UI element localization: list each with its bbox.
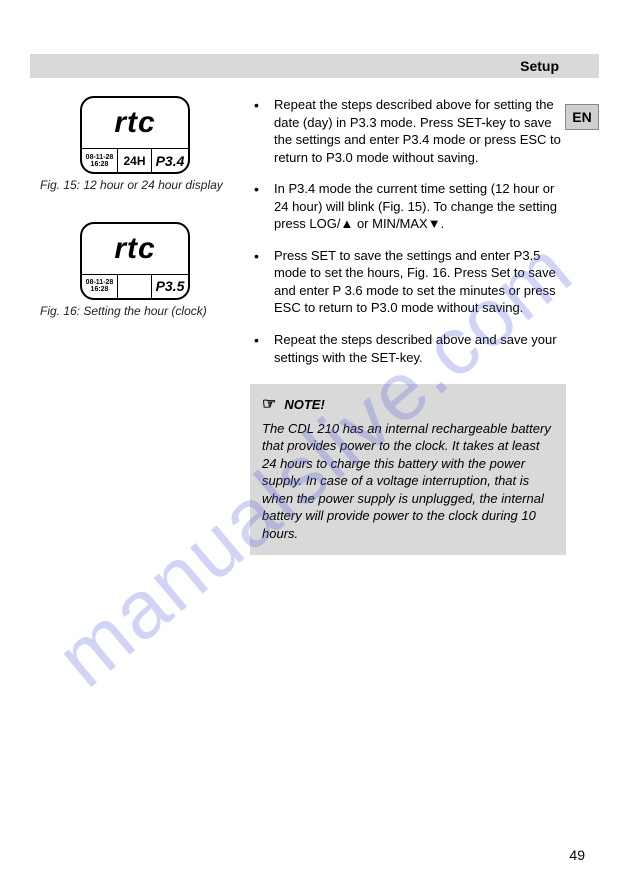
lcd-empty-cell [118,275,152,298]
figure-15: rtc 08-11-28 16:28 24H P3.4 Fig. 15: 12 … [40,96,230,194]
note-icon: ☞ [262,394,276,416]
right-column: Repeat the steps described above for set… [250,96,566,555]
note-label: NOTE! [284,396,324,414]
page-number: 49 [569,847,585,863]
note-box: ☞ NOTE! The CDL 210 has an internal rech… [250,384,566,554]
language-label: EN [572,109,591,125]
figure-16: rtc 08-11-28 16:28 P3.5 Fig. 16: Setting… [40,222,230,320]
lcd-hourmode-cell: 24H [118,149,152,172]
instruction-list: Repeat the steps described above for set… [250,96,566,366]
figure-16-caption: Fig. 16: Setting the hour (clock) [40,304,230,320]
list-item: In P3.4 mode the current time setting (1… [250,180,566,233]
header-title: Setup [520,58,559,74]
lcd-mode-cell: P3.4 [152,149,188,172]
header-bar: Setup [30,54,599,78]
lcd-mode-cell: P3.5 [152,275,188,298]
note-body: The CDL 210 has an internal rechargeable… [262,420,554,543]
language-badge: EN [565,104,599,130]
left-column: rtc 08-11-28 16:28 24H P3.4 Fig. 15: 12 … [40,96,230,347]
list-item: Repeat the steps described above for set… [250,96,566,166]
list-item: Press SET to save the settings and enter… [250,247,566,317]
figure-15-lcd: rtc 08-11-28 16:28 24H P3.4 [75,96,195,174]
lcd-main-text: rtc [82,98,188,148]
list-item: Repeat the steps described above and sav… [250,331,566,366]
figure-15-caption: Fig. 15: 12 hour or 24 hour display [40,178,230,194]
lcd-date-cell: 08-11-28 16:28 [82,149,118,172]
figure-16-lcd: rtc 08-11-28 16:28 P3.5 [75,222,195,300]
lcd-main-text: rtc [82,224,188,274]
lcd-date-cell: 08-11-28 16:28 [82,275,118,298]
